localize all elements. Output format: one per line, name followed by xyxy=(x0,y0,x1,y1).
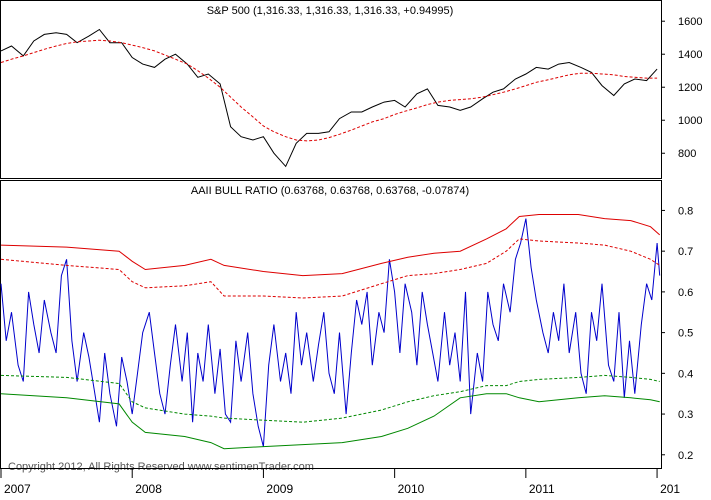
x-tick-label-2: 2009 xyxy=(266,482,293,495)
sp500-series-line-0 xyxy=(0,28,658,168)
aaii-series-group xyxy=(0,214,661,450)
sp500-ytick-label-2: 1200 xyxy=(678,82,702,94)
x-tick-label-3: 2010 xyxy=(398,482,425,495)
sp500-ytick-label-4: 1600 xyxy=(678,16,702,28)
aaii-y-axis: 0.2 0.3 0.4 0.5 0.6 0.7 0.8 xyxy=(661,205,693,462)
aaii-ytick-label-3: 0.5 xyxy=(678,328,693,340)
aaii-ytick-label-5: 0.7 xyxy=(678,246,693,258)
aaii-series-line-1 xyxy=(0,214,661,277)
sp500-title: S&P 500 (1,316.33, 1,316.33, 1,316.33, +… xyxy=(207,5,454,17)
sp500-series-group xyxy=(0,28,658,168)
sp500-y-axis: 800 1000 1200 1400 1600 xyxy=(661,16,702,160)
aaii-series-line-0 xyxy=(0,218,661,447)
sp500-series-line-1 xyxy=(0,39,658,142)
aaii-ytick-label-4: 0.6 xyxy=(678,287,693,299)
sp500-panel-frame xyxy=(0,0,662,179)
aaii-title: AAII BULL RATIO (0.63768, 0.63768, 0.637… xyxy=(191,185,469,197)
sp500-ytick-label-1: 1000 xyxy=(678,115,702,127)
copyright-text: Copyright 2012, All Rights Reserved www.… xyxy=(8,461,314,473)
x-tick-label-0: 2007 xyxy=(4,482,31,495)
x-axis: 2007 2008 2009 2010 2011 201 xyxy=(0,468,680,496)
aaii-series-line-2 xyxy=(0,238,660,299)
x-tick-label-1: 2008 xyxy=(135,482,162,495)
sp500-ytick-label-0: 800 xyxy=(678,148,696,160)
aaii-ytick-label-0: 0.2 xyxy=(678,450,693,462)
aaii-ytick-label-6: 0.8 xyxy=(678,205,693,217)
aaii-ytick-label-2: 0.4 xyxy=(678,368,693,380)
aaii-ytick-label-1: 0.3 xyxy=(678,409,693,421)
aaii-series-line-4 xyxy=(0,393,660,450)
x-tick-label-4: 2011 xyxy=(529,482,555,495)
aaii-series-line-3 xyxy=(0,374,660,423)
x-tick-label-5: 201 xyxy=(660,482,680,495)
sp500-ytick-label-3: 1400 xyxy=(678,49,702,61)
